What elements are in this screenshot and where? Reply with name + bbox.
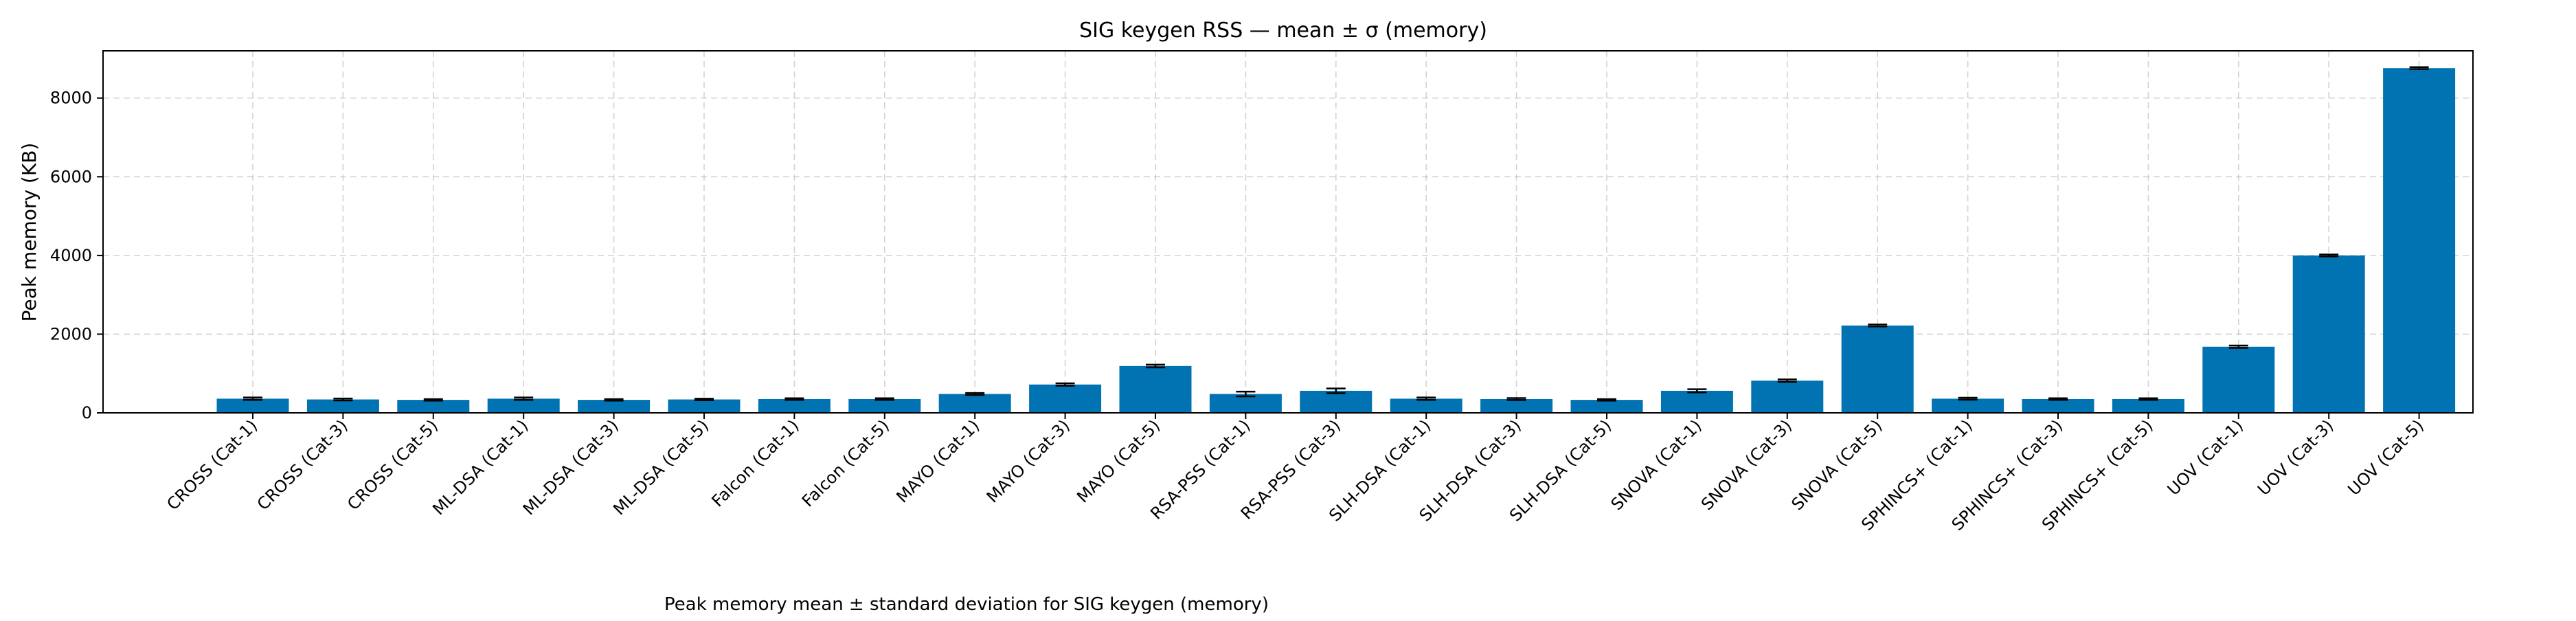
x-tick-label: CROSS (Cat-3) (253, 416, 352, 514)
bar (487, 398, 560, 413)
bar (1480, 398, 1553, 413)
x-tick-label: Falcon (Cat-1) (708, 416, 803, 510)
y-tick-label: 6000 (50, 167, 92, 186)
y-tick-label: 8000 (50, 89, 92, 108)
bar (1119, 365, 1192, 413)
bar (578, 400, 651, 413)
x-tick-label: CROSS (Cat-5) (343, 416, 442, 514)
bar (1932, 398, 2004, 413)
y-tick-label: 4000 (50, 246, 92, 265)
bar (1390, 398, 1462, 413)
bar (848, 398, 921, 413)
bar (306, 399, 379, 413)
x-tick-label: CROSS (Cat-1) (163, 416, 261, 514)
bar (1660, 390, 1733, 413)
x-tick-label: Falcon (Cat-5) (798, 416, 893, 510)
x-tick-label: SLH-DSA (Cat-5) (1506, 416, 1615, 525)
bar (1751, 381, 1824, 413)
x-tick-label: UOV (Cat-3) (2254, 416, 2337, 499)
bar (2112, 398, 2184, 413)
bar (668, 399, 741, 413)
bar-layer (216, 68, 2456, 413)
error-bar-layer (243, 66, 2429, 402)
bar (1029, 384, 1102, 413)
bar (2292, 255, 2365, 413)
x-tick-label: RSA-PSS (Cat-3) (1237, 416, 1344, 523)
bar (938, 394, 1011, 413)
x-tick-label: MAYO (Cat-5) (1073, 416, 1164, 506)
bar (1300, 390, 1372, 413)
x-tick-label: SNOVA (Cat-3) (1697, 416, 1796, 514)
bar (216, 398, 289, 413)
plot-frame (102, 50, 2474, 414)
grid-layer (103, 51, 2473, 414)
y-tick-label: 0 (82, 403, 92, 422)
bar (1570, 400, 1643, 413)
x-tick-label: SNOVA (Cat-5) (1788, 416, 1886, 514)
bar (2022, 398, 2094, 413)
y-axis-title: Peak memory (KB) (18, 143, 41, 322)
bar (2202, 346, 2275, 413)
x-tick-label: UOV (Cat-1) (2164, 416, 2247, 499)
chart-title: SIG keygen RSS — mean ± σ (memory) (1079, 19, 1487, 43)
chart-caption: Peak memory mean ± standard deviation fo… (664, 594, 1269, 615)
bar (2383, 68, 2456, 413)
x-tick-label: ML-DSA (Cat-5) (609, 416, 712, 519)
x-tick-label: SNOVA (Cat-1) (1607, 416, 1706, 514)
x-tick-label: UOV (Cat-5) (2344, 416, 2427, 499)
x-tick-label: MAYO (Cat-3) (983, 416, 1074, 506)
x-tick-label: ML-DSA (Cat-3) (519, 416, 622, 519)
x-tick-label: RSA-PSS (Cat-1) (1146, 416, 1254, 523)
x-tick-label: ML-DSA (Cat-1) (429, 416, 532, 519)
bar (758, 398, 831, 413)
bar (397, 400, 470, 413)
y-tick-label: 2000 (50, 324, 92, 343)
bar (1841, 325, 1914, 413)
x-tick-label: MAYO (Cat-1) (892, 416, 983, 506)
